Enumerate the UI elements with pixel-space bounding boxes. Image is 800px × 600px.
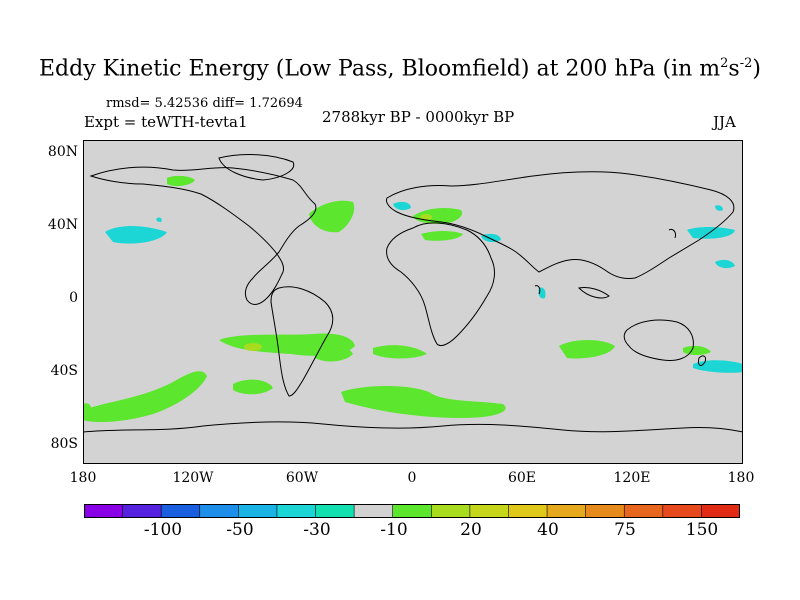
- map-frame: [83, 140, 743, 464]
- colorbar-cell: [623, 504, 664, 518]
- x-tick-60w: 60W: [285, 470, 319, 486]
- positive-region-south-indian: [559, 340, 615, 359]
- negative-region-northwest-pacific: [687, 227, 735, 239]
- negative-region-north-sea: [393, 201, 411, 211]
- australia-coastline: [623, 319, 694, 361]
- south-america-coastline: [270, 286, 334, 397]
- positive-region-southern-atlantic-belt: [341, 386, 506, 418]
- map-background: [83, 140, 743, 464]
- y-tick-80n: 80N: [47, 144, 78, 160]
- colorbar-label: 150: [685, 520, 719, 540]
- colorbar-cell: [701, 504, 740, 518]
- madagascar-coastline: [534, 285, 541, 295]
- positive-region-south-america-west: [315, 345, 353, 362]
- antarctica-coastline: [83, 421, 743, 433]
- colorbar-cell: [84, 504, 124, 518]
- negative-region-north-pacific: [105, 226, 167, 244]
- colorbar-cell: [585, 504, 626, 518]
- colorbar-cell: [662, 504, 703, 518]
- north-america-coastline: [89, 166, 317, 305]
- colorbar-cell: [199, 504, 240, 518]
- colorbar-label: -30: [303, 520, 331, 540]
- colorbar-cell: [430, 504, 471, 518]
- colorbar-frame: [84, 504, 740, 518]
- x-tick-180w: 180: [69, 470, 97, 486]
- colorbar-cells: [84, 504, 740, 518]
- x-tick-0: 0: [407, 470, 417, 486]
- positive-region-edge: [83, 403, 91, 410]
- colorbar-label: -10: [380, 520, 408, 540]
- positive-region-mediterranean: [421, 231, 463, 241]
- y-tick-40n: 40N: [47, 217, 78, 233]
- colorbar-cell: [508, 504, 548, 518]
- y-tick-40s: 40S: [50, 363, 78, 379]
- y-tick-0: 0: [69, 290, 78, 306]
- colorbar-cell: [238, 504, 278, 518]
- negative-anomaly-regions: [105, 201, 743, 373]
- positive-region-greenland-sea: [167, 175, 195, 187]
- season-label: JJA: [713, 113, 736, 131]
- positive-region-south-atlantic: [373, 345, 427, 359]
- colorbar-label: 40: [537, 520, 559, 540]
- colorbar-cell: [546, 504, 587, 518]
- colorbar-cell: [122, 504, 162, 518]
- colorbar-label: 75: [614, 520, 636, 540]
- indonesia-coastline: [577, 287, 610, 299]
- positive-anomaly-regions: [83, 175, 711, 422]
- positive-region-south-pacific: [83, 371, 207, 422]
- new-zealand-coastline: [698, 355, 706, 366]
- positive-region-drake-west: [233, 379, 273, 395]
- strong-core-pacific: [244, 343, 262, 351]
- colorbar-cell: [392, 504, 433, 518]
- positive-region-north-atlantic: [309, 200, 355, 233]
- colorbar-cell: [276, 504, 317, 518]
- y-tick-80s: 80S: [50, 436, 78, 452]
- coastlines: [83, 154, 743, 433]
- colorbar-cell: [160, 504, 201, 518]
- eke-difference-map: [83, 140, 743, 464]
- plot-title: Eddy Kinetic Energy (Low Pass, Bloomfiel…: [39, 56, 761, 82]
- x-tick-60e: 60E: [507, 470, 537, 486]
- x-tick-120e: 120E: [613, 470, 651, 486]
- experiment-label: Expt = teWTH-tevta1: [84, 113, 248, 131]
- x-tick-120w: 120W: [172, 470, 214, 486]
- eurasia-coastline: [386, 171, 735, 279]
- time-period-label: 2788kyr BP - 0000kyr BP: [322, 108, 515, 126]
- negative-region-north-pacific-east: [715, 259, 735, 269]
- africa-coastline: [386, 222, 495, 347]
- greenland-coastline: [218, 154, 295, 181]
- strong-positive-cores: [244, 214, 432, 351]
- negative-region-gulf-alaska: [156, 217, 162, 222]
- colorbar-cell: [469, 504, 510, 518]
- colorbar-label: 20: [460, 520, 482, 540]
- strong-core-europe: [420, 214, 432, 220]
- colorbar: [84, 504, 740, 518]
- colorbar-cell: [315, 504, 355, 518]
- colorbar-cell: [353, 504, 394, 518]
- colorbar-label: -100: [143, 520, 183, 540]
- rmsd-diff-stats: rmsd= 5.42536 diff= 1.72694: [106, 96, 303, 111]
- negative-region-bering: [715, 205, 723, 211]
- negative-region-tasman: [693, 360, 743, 373]
- colorbar-label: -50: [226, 520, 254, 540]
- x-tick-180e: 180: [727, 470, 755, 486]
- japan-coastline: [668, 229, 676, 239]
